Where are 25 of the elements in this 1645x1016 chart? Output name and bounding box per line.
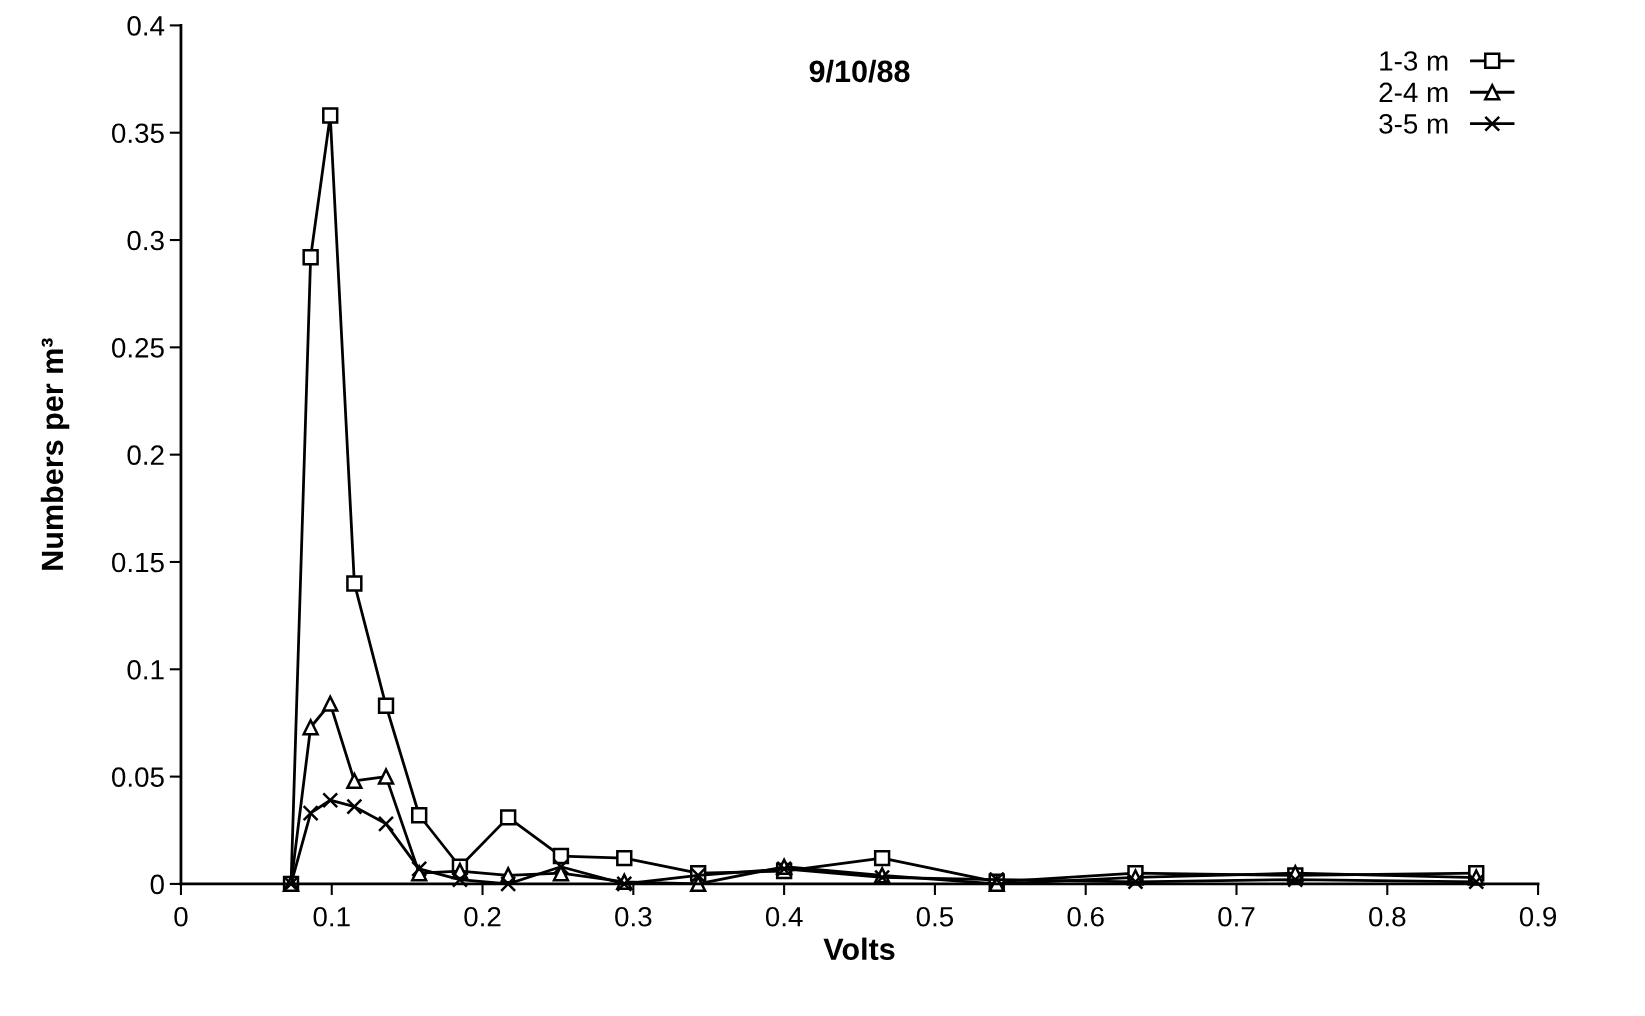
y-tick-label: 0.1 [127,659,164,680]
x-tick-label: 0.4 [765,906,803,927]
legend-label: 3-5 m [1379,114,1448,134]
x-tick-label: 0.5 [916,906,954,927]
x-tick-label: 0.1 [313,906,350,927]
x-tick-label: 0.7 [1218,906,1255,927]
x-tick-label: 0.6 [1067,906,1104,927]
y-tick-label: 0.05 [112,767,164,787]
x-tick-label: 0.3 [615,906,652,927]
x-tick-label: 0.2 [464,906,501,927]
x-axis-title: Volts [823,937,895,961]
legend-label: 1-3 m [1380,51,1448,71]
y-tick-label: 0.2 [127,445,164,465]
y-tick-label: 0 [150,874,164,895]
x-tick-label: 0 [174,906,188,927]
x-tick-label: 0.8 [1369,906,1406,927]
y-axis-title: Numbers per m³ [40,338,70,570]
legend-label: 2-4 m [1379,82,1448,102]
y-tick-label: 0.15 [112,552,164,573]
x-tick-label: 0.9 [1519,906,1557,927]
y-tick-label: 0.35 [112,123,164,144]
y-tick-label: 0.3 [127,230,164,251]
y-tick-label: 0.4 [127,16,165,36]
y-tick-label: 0.25 [112,338,164,358]
text: 9/10/88 [809,59,910,83]
